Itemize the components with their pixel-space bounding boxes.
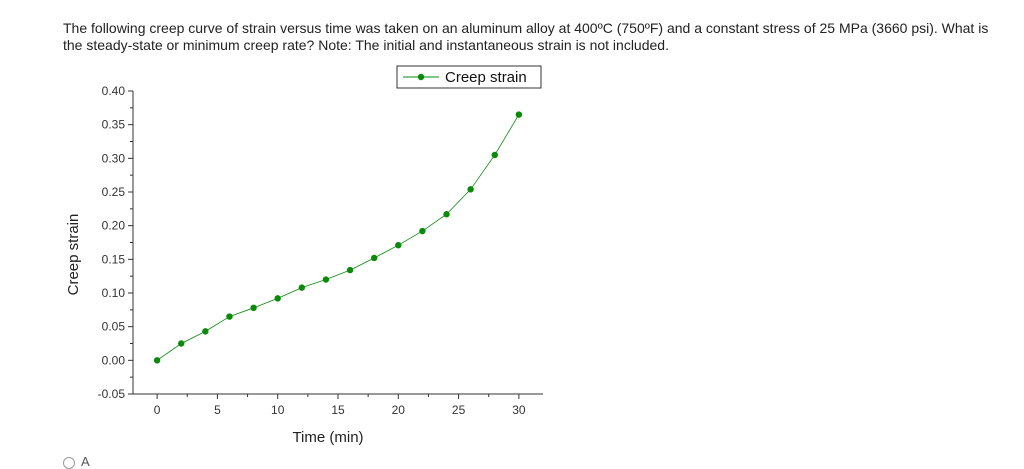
x-tick-label: 25 xyxy=(452,403,466,417)
y-tick-label: 0.20 xyxy=(102,219,126,233)
y-tick-label: 0.25 xyxy=(102,185,126,199)
x-axis-title: Time (min) xyxy=(292,429,363,446)
y-tick-label: 0.15 xyxy=(102,252,126,266)
x-tick-label: 15 xyxy=(331,403,345,417)
data-point xyxy=(178,340,185,347)
y-tick-label: -0.05 xyxy=(98,387,126,401)
data-point xyxy=(515,111,523,118)
y-tick-label: 0.05 xyxy=(102,320,126,334)
data-point xyxy=(322,276,330,283)
data-point xyxy=(226,313,233,320)
data-point xyxy=(491,151,498,159)
y-tick-label: 0.00 xyxy=(102,353,126,367)
y-tick-label: 0.30 xyxy=(102,151,126,165)
y-axis-title: Creep strain xyxy=(65,214,82,296)
data-point xyxy=(274,295,281,302)
y-tick-label: 0.35 xyxy=(102,118,126,132)
data-point xyxy=(419,227,426,235)
question-text: The following creep curve of strain vers… xyxy=(63,20,989,53)
y-tick-label: 0.40 xyxy=(102,84,126,98)
x-tick-label: 5 xyxy=(214,403,221,417)
data-point xyxy=(202,328,209,335)
data-point xyxy=(467,186,474,193)
legend-label: Creep strain xyxy=(445,69,527,86)
data-point xyxy=(298,284,306,291)
x-tick-label: 30 xyxy=(512,403,526,417)
y-tick-label: 0.10 xyxy=(102,286,126,300)
legend-box xyxy=(396,65,542,89)
x-tick-label: 0 xyxy=(154,403,161,417)
data-point xyxy=(395,241,402,249)
legend-marker xyxy=(417,73,425,81)
data-point xyxy=(250,304,257,312)
data-point xyxy=(443,211,450,218)
data-point xyxy=(346,266,354,274)
data-point xyxy=(370,254,378,262)
x-tick-label: 10 xyxy=(271,403,285,417)
radio-icon[interactable] xyxy=(63,456,75,469)
data-point xyxy=(153,357,161,364)
series-line xyxy=(156,114,520,361)
x-tick-label: 20 xyxy=(392,403,406,417)
